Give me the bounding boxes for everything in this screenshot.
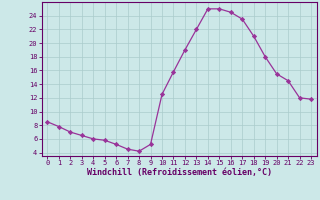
X-axis label: Windchill (Refroidissement éolien,°C): Windchill (Refroidissement éolien,°C) xyxy=(87,168,272,177)
